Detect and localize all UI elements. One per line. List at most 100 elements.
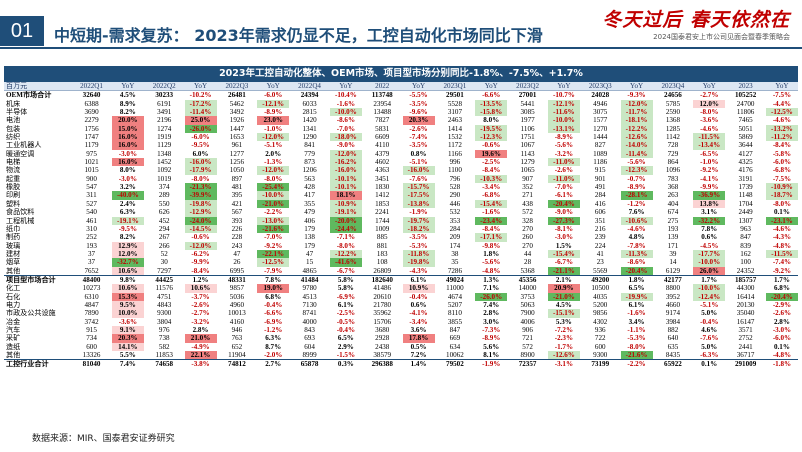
yoy-cell: 8.2%	[119, 108, 136, 117]
yoy-cell: 10.0%	[111, 309, 144, 318]
yoy-cell: 9.8%	[111, 274, 144, 285]
yoy-cell: -12.1%	[257, 99, 290, 109]
value-cell: 796	[449, 174, 461, 183]
value-cell: 841	[304, 141, 315, 150]
yoy-cell: -8.9%	[264, 108, 283, 117]
table-header-row: 百万元 2022Q1 YoY 2022Q2 YoY 2022Q3 YoY 2022Q4 YoY…	[4, 82, 798, 92]
yoy-cell: -7.1%	[336, 233, 356, 242]
value-cell: 1452	[157, 158, 172, 167]
yoy-cell: -2.5%	[482, 158, 501, 167]
value-cell: 185757	[725, 274, 766, 285]
yoy-cell: -1.6%	[482, 208, 501, 217]
value-cell: 72357	[507, 359, 548, 369]
value-cell: 1100	[447, 166, 462, 175]
value-cell: 2279	[84, 116, 99, 125]
value-cell: 81040	[71, 359, 112, 369]
table-row: 暖通空调 975 -3.0% 1348 6.0% 1277 2.0% 779 -12.0% 437…	[4, 149, 798, 159]
yoy-cell: -2.9%	[772, 300, 792, 309]
yoy-cell: 14.1%	[111, 342, 144, 351]
row-label: 纺织	[6, 133, 21, 142]
yoy-cell: -12.5%	[765, 108, 798, 117]
header-divider	[0, 47, 802, 49]
value-cell: 263	[667, 191, 679, 200]
yoy-cell: -0.4%	[700, 317, 719, 326]
value-cell: 8900	[520, 351, 535, 359]
value-cell: 1977	[520, 116, 535, 125]
value-cell: 783	[667, 174, 679, 183]
yoy-cell: 7.8%	[701, 224, 718, 233]
row-label: 冶金	[6, 317, 21, 326]
yoy-cell: -17.9%	[184, 166, 217, 175]
value-cell: 3680	[375, 325, 390, 334]
value-cell: 209	[449, 233, 461, 242]
value-cell: 1277	[229, 149, 244, 158]
yoy-cell: -1.9%	[409, 208, 428, 217]
yoy-cell: -6.8%	[772, 166, 792, 175]
yoy-cell: -3.0%	[118, 149, 138, 158]
data-table-container: 2023年工控自动化整体、OEM市场、项目型市场分别同比-1.8%、-7.5%、…	[4, 66, 798, 369]
value-cell: 843	[304, 325, 315, 334]
yoy-cell: -28.1%	[620, 191, 653, 200]
row-label: 建材	[6, 249, 21, 258]
column-header: YoY	[184, 82, 217, 92]
yoy-cell: -1.2%	[264, 325, 283, 334]
yoy-cell: -6.8%	[482, 191, 501, 200]
yoy-cell: 5.8%	[337, 284, 354, 293]
value-cell: 7652	[84, 266, 99, 275]
yoy-cell: 19.0%	[257, 284, 290, 293]
yoy-cell: -9.2%	[264, 241, 283, 250]
value-cell: 428	[304, 183, 315, 192]
row-label: 工程机械	[6, 216, 35, 225]
yoy-cell: -8.6%	[336, 116, 356, 125]
brand-subtitle: 2024国泰君安上市公司见面会暨春季策略会	[653, 33, 790, 41]
yoy-cell: 3.0%	[483, 317, 500, 326]
table-row: 纸巾 310 -9.5% 294 -14.5% 226 -21.6% 179 -24.4% 100…	[4, 224, 798, 234]
yoy-cell: 1.4%	[402, 359, 435, 369]
yoy-cell: -1.8%	[765, 359, 798, 369]
value-cell: 5036	[229, 292, 244, 301]
yoy-cell: -12.9%	[184, 208, 217, 217]
yoy-cell: -32.7%	[111, 258, 144, 267]
value-cell: 8435	[665, 351, 681, 359]
yoy-cell: -6.6%	[475, 90, 508, 100]
yoy-cell: -3.0%	[554, 233, 574, 242]
value-cell: 5569	[593, 266, 608, 275]
value-cell: 2438	[375, 342, 390, 351]
value-cell: 7900	[520, 309, 535, 318]
row-label: 印刷	[6, 191, 21, 200]
row-label: 造纸	[6, 342, 21, 351]
yoy-cell: -9.2%	[700, 166, 719, 175]
value-cell: 11000	[446, 284, 464, 293]
value-cell: 1065	[520, 166, 535, 175]
value-cell: 179	[304, 241, 315, 250]
value-cell: 14	[669, 258, 677, 267]
yoy-cell: -5.3%	[409, 241, 428, 250]
value-cell: 28	[524, 258, 532, 267]
value-cell: 21780	[373, 300, 392, 309]
value-cell: 291009	[725, 359, 766, 369]
yoy-cell: -19.8%	[402, 258, 435, 267]
yoy-cell: 5.0%	[701, 309, 718, 318]
yoy-cell: 2.4%	[119, 199, 136, 208]
total-row: 工控行业合计 81040 7.4% 74658 -3.8% 74812 2.7% 65878 0…	[4, 359, 798, 369]
yoy-cell: -39.9%	[184, 191, 217, 200]
value-cell: 1067	[520, 141, 535, 150]
value-cell: 779	[304, 149, 315, 158]
yoy-cell: -6.0%	[257, 90, 290, 100]
value-cell: 45356	[507, 274, 548, 285]
value-cell: 763	[231, 334, 243, 343]
value-cell: 1172	[447, 141, 462, 150]
yoy-cell: -8.4%	[482, 224, 501, 233]
value-cell: 721	[522, 334, 533, 343]
value-cell: 652	[231, 342, 243, 351]
data-table: 百万元 2022Q1 YoY 2022Q2 YoY 2022Q3 YoY 2022Q4 YoY…	[4, 82, 798, 369]
yoy-cell: 0.6%	[701, 233, 718, 242]
yoy-cell: -8.4%	[482, 166, 501, 175]
value-cell: 734	[86, 334, 97, 343]
yoy-cell: -5.1%	[700, 300, 719, 309]
value-cell: 1739	[738, 183, 753, 192]
value-cell: 907	[522, 174, 533, 183]
value-cell: 1853	[375, 199, 390, 208]
yoy-cell: 20.3%	[111, 334, 144, 343]
value-cell: 4946	[593, 99, 608, 108]
